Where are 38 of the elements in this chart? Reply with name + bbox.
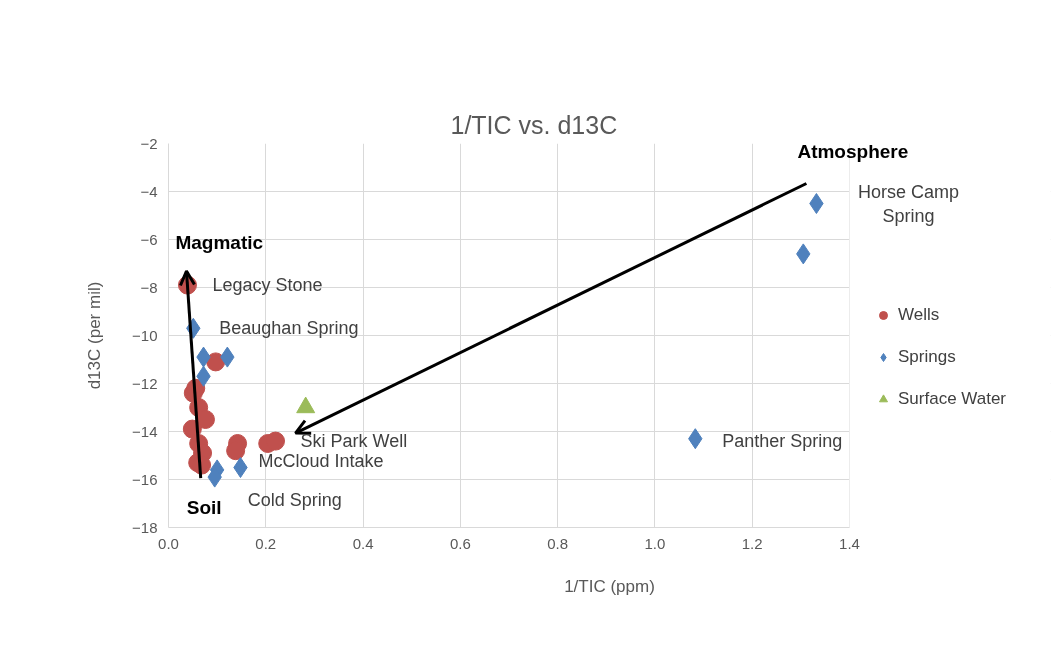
x-axis-title: 1/TIC (ppm) (564, 576, 655, 596)
x-tick-label: 0.8 (547, 534, 569, 552)
y-tick-label: −10 (132, 326, 158, 344)
x-tick-label: 1.0 (644, 534, 666, 552)
annotation: Soil (186, 496, 222, 518)
annotation: Cold Spring (247, 490, 342, 511)
annotation: Magmatic (175, 231, 264, 253)
x-tick-label: 1.4 (839, 534, 860, 552)
x-tick-label: 0.2 (255, 534, 277, 552)
y-tick-label: −16 (132, 470, 158, 488)
x-tick-label: 0.6 (449, 534, 471, 552)
point (226, 441, 246, 461)
x-tick-label: 1.2 (741, 534, 763, 552)
point (195, 410, 215, 429)
y-tick-label: −18 (132, 518, 158, 536)
annotation: McCloud Intake (258, 450, 384, 471)
point (809, 193, 824, 214)
legend-label: Surface Water (898, 389, 1007, 409)
y-tick-label: −12 (132, 374, 158, 392)
annotation: Panther Spring (722, 430, 843, 451)
annotation: Legacy Stone (212, 275, 323, 296)
y-tick-label: −14 (132, 422, 158, 440)
point (266, 431, 286, 451)
annotation: Horse Camp Spring (857, 181, 959, 226)
annotation: Ski Park Well (300, 431, 408, 452)
legend-label: Wells (898, 305, 940, 325)
chart-title: 1/TIC vs. d13C (450, 110, 618, 139)
annotation: Beaughan Spring (219, 318, 359, 339)
x-tick-label: 0.0 (158, 534, 179, 552)
y-tick-label: −8 (140, 278, 158, 296)
x-tick-label: 0.4 (352, 534, 374, 552)
point (233, 457, 248, 478)
y-tick-label: −4 (140, 182, 158, 200)
y-tick-label: −2 (140, 134, 158, 152)
y-tick-label: −6 (140, 230, 158, 248)
legend-label: Springs (898, 347, 956, 367)
y-axis-title: d13C (per mil) (85, 281, 105, 390)
annotation: Atmosphere (797, 141, 909, 162)
